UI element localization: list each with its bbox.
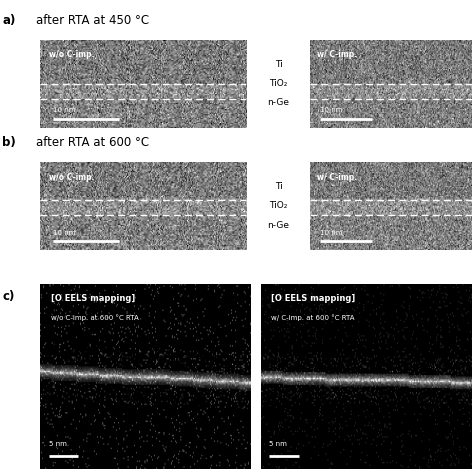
Text: c): c) <box>2 290 15 303</box>
Text: [O EELS mapping]: [O EELS mapping] <box>271 293 356 302</box>
Text: w/o C-imp.: w/o C-imp. <box>48 50 94 59</box>
Text: TiO₂: TiO₂ <box>269 201 288 210</box>
Text: 5 nm: 5 nm <box>269 441 287 447</box>
Text: after RTA at 450 °C: after RTA at 450 °C <box>36 14 149 27</box>
Text: Ti: Ti <box>274 60 283 69</box>
Text: 10 nm: 10 nm <box>320 108 343 113</box>
Text: a): a) <box>2 14 16 27</box>
Text: w/ C-imp.: w/ C-imp. <box>317 50 357 59</box>
Text: w/ C-imp.: w/ C-imp. <box>317 173 357 182</box>
Text: b): b) <box>2 136 16 149</box>
Text: w/o C-imp.: w/o C-imp. <box>48 173 94 182</box>
Text: after RTA at 600 °C: after RTA at 600 °C <box>36 136 149 149</box>
Text: TiO₂: TiO₂ <box>269 79 288 88</box>
Text: n-Ge: n-Ge <box>267 99 290 108</box>
Text: Ti: Ti <box>274 182 283 191</box>
Text: n-Ge: n-Ge <box>267 221 290 230</box>
Text: w/o C-imp. at 600 °C RTA: w/o C-imp. at 600 °C RTA <box>51 314 138 321</box>
Text: 5 nm: 5 nm <box>49 441 67 447</box>
Text: 10 nm: 10 nm <box>320 230 343 236</box>
Text: [O EELS mapping]: [O EELS mapping] <box>51 293 135 302</box>
Text: 10 nm: 10 nm <box>53 230 75 236</box>
Text: w/ C-imp. at 600 °C RTA: w/ C-imp. at 600 °C RTA <box>271 314 355 321</box>
Text: 10 nm: 10 nm <box>53 108 75 113</box>
